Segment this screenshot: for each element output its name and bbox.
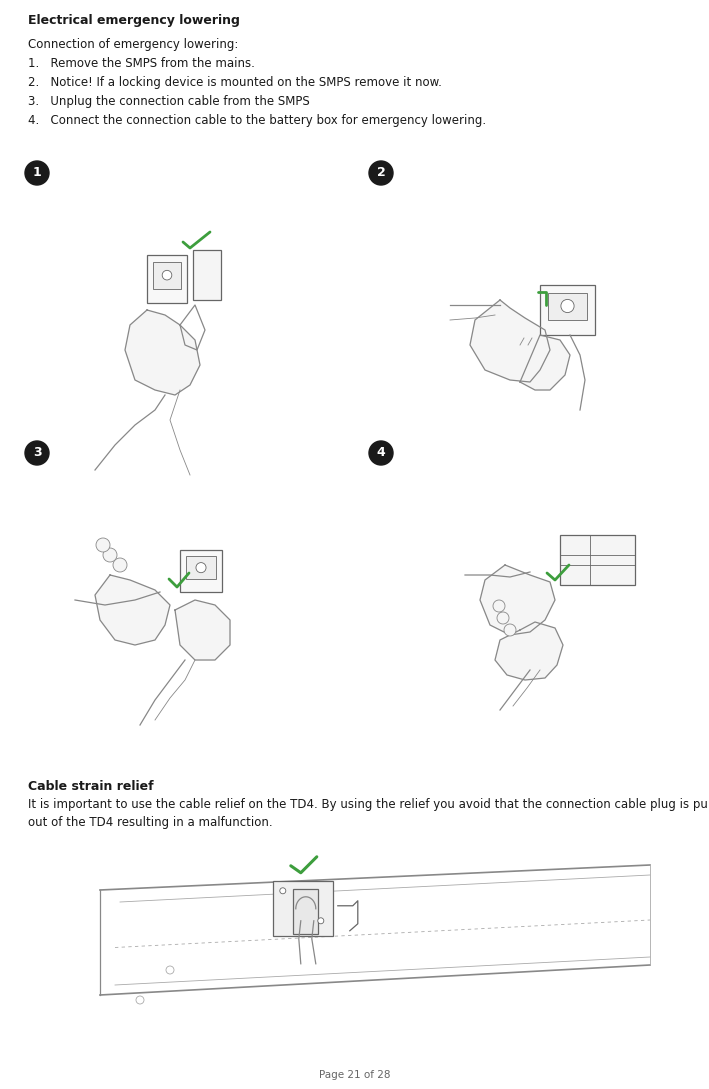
FancyBboxPatch shape — [273, 881, 333, 935]
FancyBboxPatch shape — [147, 255, 187, 303]
Text: Electrical emergency lowering: Electrical emergency lowering — [28, 14, 240, 27]
Polygon shape — [470, 299, 550, 382]
Circle shape — [96, 538, 110, 552]
Circle shape — [25, 441, 49, 465]
Text: out of the TD4 resulting in a malfunction.: out of the TD4 resulting in a malfunctio… — [28, 816, 273, 829]
Polygon shape — [495, 622, 563, 680]
Text: 4.   Connect the connection cable to the battery box for emergency lowering.: 4. Connect the connection cable to the b… — [28, 114, 486, 127]
Circle shape — [497, 612, 509, 624]
Circle shape — [113, 558, 127, 572]
Text: Cable strain relief: Cable strain relief — [28, 780, 154, 793]
Circle shape — [103, 548, 117, 562]
Polygon shape — [125, 310, 200, 395]
Circle shape — [561, 299, 574, 313]
FancyBboxPatch shape — [193, 250, 221, 299]
FancyBboxPatch shape — [293, 889, 318, 933]
Polygon shape — [480, 565, 555, 635]
Circle shape — [318, 918, 324, 923]
FancyBboxPatch shape — [540, 285, 595, 335]
Polygon shape — [95, 575, 170, 645]
Text: It is important to use the cable relief on the TD4. By using the relief you avoi: It is important to use the cable relief … — [28, 798, 709, 811]
FancyBboxPatch shape — [186, 556, 216, 579]
Circle shape — [369, 161, 393, 185]
Text: 2.   Notice! If a locking device is mounted on the SMPS remove it now.: 2. Notice! If a locking device is mounte… — [28, 76, 442, 89]
Circle shape — [162, 270, 172, 280]
FancyBboxPatch shape — [180, 550, 222, 592]
Circle shape — [25, 161, 49, 185]
FancyBboxPatch shape — [153, 262, 181, 289]
Circle shape — [166, 966, 174, 974]
Circle shape — [196, 563, 206, 573]
Text: 1: 1 — [33, 167, 41, 180]
Polygon shape — [520, 335, 570, 390]
Text: 1.   Remove the SMPS from the mains.: 1. Remove the SMPS from the mains. — [28, 57, 255, 70]
Text: Page 21 of 28: Page 21 of 28 — [319, 1070, 390, 1080]
Text: 3: 3 — [33, 446, 41, 460]
Circle shape — [136, 996, 144, 1004]
Polygon shape — [175, 600, 230, 660]
FancyBboxPatch shape — [560, 535, 635, 585]
FancyBboxPatch shape — [548, 293, 587, 320]
Text: 4: 4 — [376, 446, 386, 460]
Text: 3.   Unplug the connection cable from the SMPS: 3. Unplug the connection cable from the … — [28, 95, 310, 108]
Circle shape — [504, 624, 516, 636]
Circle shape — [369, 441, 393, 465]
Circle shape — [493, 600, 505, 612]
Circle shape — [280, 888, 286, 894]
Text: Connection of emergency lowering:: Connection of emergency lowering: — [28, 38, 238, 51]
Text: 2: 2 — [376, 167, 386, 180]
